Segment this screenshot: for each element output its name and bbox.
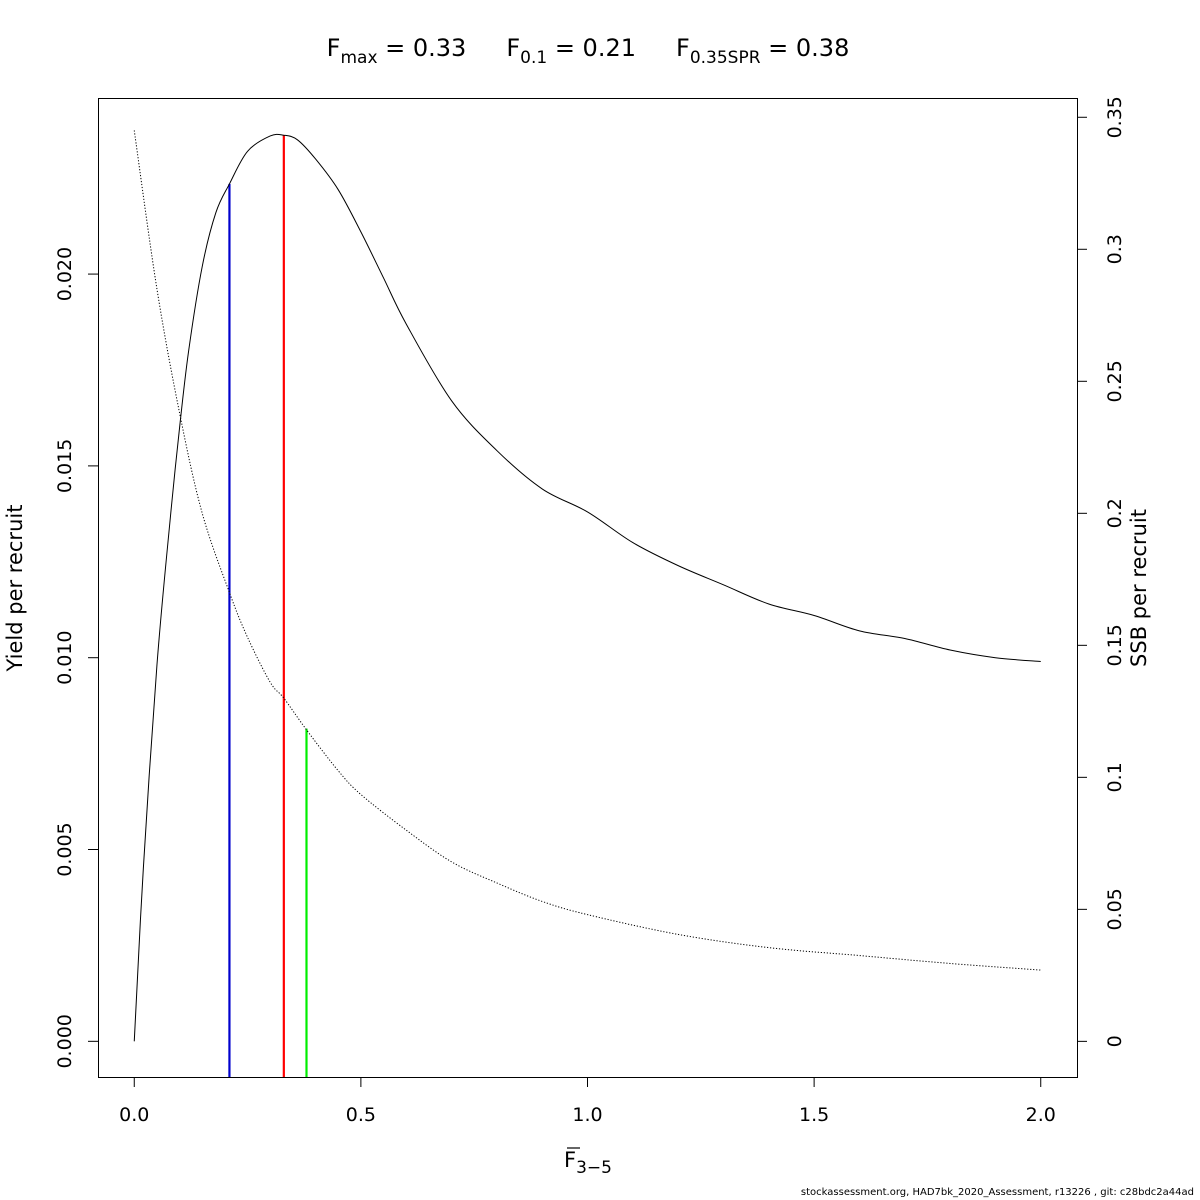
series-group — [133, 130, 1041, 1042]
title-part-1-value: = 0.21 — [547, 34, 636, 62]
x-tick-label-2: 1.0 — [572, 1104, 602, 1126]
x-tick-label-0: 0.0 — [119, 1104, 149, 1126]
y-tick-label-4: 0.020 — [54, 247, 76, 301]
title-part-1-sub: 0.1 — [520, 48, 547, 68]
y2-tick-label-4: 0.2 — [1104, 498, 1126, 528]
x-axis-label: F3−5 — [564, 1148, 612, 1178]
plot-frame — [98, 98, 1078, 1078]
ssb-per-recruit-line — [133, 130, 1041, 971]
y2-tick-label-0: 0 — [1104, 1035, 1126, 1047]
y2-tick-label-7: 0.35 — [1104, 96, 1126, 138]
y2-tick-label-2: 0.1 — [1104, 762, 1126, 792]
y-tick-label-0: 0.000 — [54, 1014, 76, 1068]
y-axis-right: 0 0.05 0.1 0.15 0.2 0.25 0.3 0.35 — [1077, 96, 1126, 1047]
y2-tick-label-6: 0.3 — [1104, 234, 1126, 264]
y-axis-left: 0.000 0.005 0.010 0.015 0.020 — [54, 247, 99, 1069]
x-tick-label-3: 1.5 — [799, 1104, 829, 1126]
x-tick-label-1: 0.5 — [346, 1104, 376, 1126]
x-label-base: F — [564, 1148, 576, 1172]
y2-tick-label-3: 0.15 — [1104, 624, 1126, 666]
y2-axis-label: SSB per recruit — [1127, 509, 1151, 667]
x-tick-label-4: 2.0 — [1026, 1104, 1056, 1126]
title-part-2-sub: 0.35SPR — [690, 48, 761, 68]
x-label-sub: 3−5 — [576, 1158, 612, 1178]
title-part-0-value: = 0.33 — [378, 34, 467, 62]
footer-note: stockassessment.org, HAD7bk_2020_Assessm… — [800, 1187, 1194, 1198]
title-part-2-base: F — [676, 34, 690, 62]
yield-per-recruit-line — [133, 133, 1041, 1042]
title-part-0-base: F — [327, 34, 341, 62]
reference-lines — [228, 135, 308, 1077]
title-part-0-sub: max — [340, 48, 377, 68]
x-axis: 0.0 0.5 1.0 1.5 2.0 — [119, 1077, 1056, 1126]
y-tick-label-3: 0.015 — [54, 439, 76, 493]
y-axis-label: Yield per recruit — [3, 505, 27, 673]
y-tick-label-2: 0.010 — [54, 630, 76, 684]
title-part-2-value: = 0.38 — [761, 34, 850, 62]
y2-tick-label-5: 0.25 — [1104, 360, 1126, 402]
y2-tick-label-1: 0.05 — [1104, 888, 1126, 930]
chart-title: Fmax = 0.33 F0.1 = 0.21 F0.35SPR = 0.38 — [327, 34, 850, 68]
y-tick-label-1: 0.005 — [54, 822, 76, 876]
title-part-1-base: F — [506, 34, 520, 62]
